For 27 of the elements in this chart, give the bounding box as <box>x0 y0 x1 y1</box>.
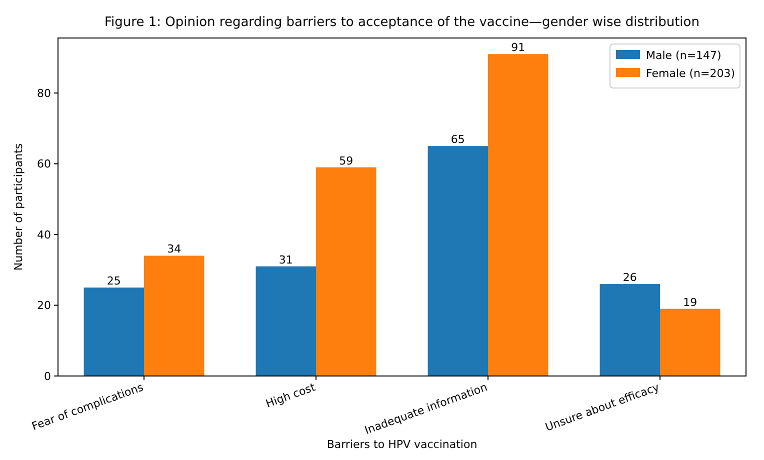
y-tick-label: 0 <box>44 370 51 383</box>
legend-label: Male (n=147) <box>646 48 722 62</box>
data-label: 25 <box>106 274 121 288</box>
bar <box>600 284 660 376</box>
data-label: 59 <box>339 154 354 168</box>
bar <box>256 266 316 376</box>
bar <box>488 54 548 376</box>
bar <box>144 256 204 376</box>
data-label: 34 <box>167 242 182 256</box>
bar <box>428 146 488 376</box>
chart-title: Figure 1: Opinion regarding barriers to acceptance of the vaccine—gender wise distribution <box>104 15 700 30</box>
bar <box>84 288 144 376</box>
y-axis-title: Number of participants <box>12 143 25 271</box>
y-tick-label: 20 <box>37 299 51 312</box>
y-tick-label: 80 <box>37 86 51 100</box>
legend-label: Female (n=203) <box>646 66 736 80</box>
data-label: 26 <box>622 271 637 284</box>
y-tick-label: 60 <box>37 158 51 171</box>
x-tick-label: High cost <box>264 380 318 410</box>
bar <box>316 167 376 376</box>
x-axis-title: Barriers to HPV vaccination <box>326 438 478 451</box>
y-tick-label: 40 <box>37 228 51 242</box>
data-label: 19 <box>683 296 698 309</box>
data-label: 31 <box>278 253 293 266</box>
data-label: 65 <box>450 133 465 146</box>
bar <box>660 308 720 376</box>
data-label: 91 <box>511 41 526 54</box>
